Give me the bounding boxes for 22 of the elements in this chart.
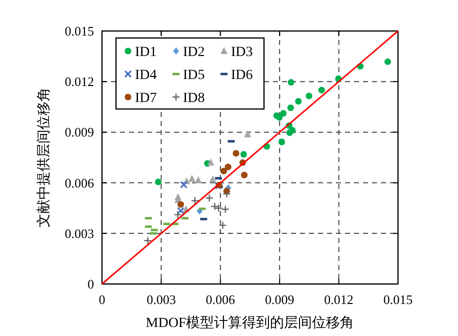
legend-label: ID6	[231, 68, 253, 83]
y-tick-label: 0.006	[64, 175, 94, 190]
y-tick-label: 0.015	[64, 24, 94, 38]
x-tick-label: 0.003	[146, 292, 176, 307]
legend-label: ID3	[231, 45, 253, 60]
x-tick-label: 0.009	[264, 292, 294, 307]
legend-label: ID1	[135, 45, 157, 60]
y-tick-label: 0.009	[64, 124, 94, 140]
legend-label: ID5	[183, 68, 205, 83]
legend-label: ID2	[183, 45, 205, 60]
x-tick-label: 0.006	[206, 292, 236, 307]
legend-label: ID8	[183, 91, 205, 106]
x-tick-label: 0.015	[383, 292, 413, 307]
y-tick-label: 0.003	[64, 226, 94, 241]
y-tick-label: 0	[88, 276, 94, 292]
x-axis-title: MDOF模型计算得到的层间位移角	[146, 315, 354, 331]
y-tick-label: 0.012	[64, 74, 94, 90]
y-axis-title: 文献中提供层间位移角	[36, 88, 52, 228]
x-tick-label: 0	[98, 292, 106, 307]
legend-label: ID4	[135, 68, 157, 83]
legend-label: ID7	[135, 91, 157, 106]
x-tick-label: 0.012	[324, 292, 354, 307]
